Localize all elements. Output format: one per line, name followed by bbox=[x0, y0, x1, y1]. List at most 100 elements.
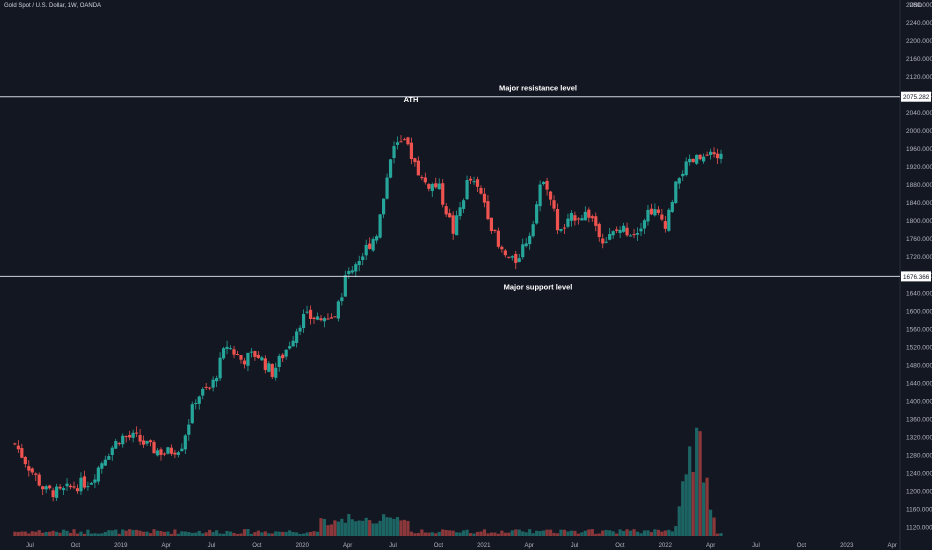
candle-body[interactable] bbox=[510, 256, 514, 258]
candle-body[interactable] bbox=[204, 386, 208, 388]
candle-body[interactable] bbox=[455, 215, 459, 236]
candle-body[interactable] bbox=[399, 141, 403, 143]
candle-body[interactable] bbox=[350, 270, 354, 273]
candle-body[interactable] bbox=[541, 181, 546, 184]
candle-body[interactable] bbox=[434, 183, 438, 188]
candle-body[interactable] bbox=[225, 346, 229, 349]
candle-body[interactable] bbox=[524, 243, 528, 247]
candle-body[interactable] bbox=[354, 264, 358, 272]
candle-body[interactable] bbox=[270, 364, 274, 377]
candle-body[interactable] bbox=[267, 363, 271, 372]
candle-body[interactable] bbox=[72, 486, 76, 488]
candle-body[interactable] bbox=[715, 153, 720, 159]
candle-body[interactable] bbox=[601, 238, 605, 244]
candle-body[interactable] bbox=[719, 153, 723, 159]
candle-body[interactable] bbox=[183, 435, 187, 450]
candle-body[interactable] bbox=[667, 209, 671, 231]
candle-body[interactable] bbox=[437, 183, 441, 190]
candle-body[interactable] bbox=[27, 466, 31, 471]
candle-body[interactable] bbox=[611, 231, 615, 236]
candle-body[interactable] bbox=[128, 435, 132, 438]
candle-body[interactable] bbox=[305, 311, 309, 313]
candle-body[interactable] bbox=[496, 230, 500, 247]
candle-body[interactable] bbox=[333, 316, 337, 318]
candle-body[interactable] bbox=[308, 309, 313, 319]
candle-body[interactable] bbox=[190, 404, 194, 424]
candle-body[interactable] bbox=[301, 313, 306, 329]
candle-body[interactable] bbox=[583, 211, 587, 221]
candle-body[interactable] bbox=[176, 452, 180, 455]
candle-body[interactable] bbox=[75, 488, 80, 492]
candle-body[interactable] bbox=[695, 154, 699, 164]
candle-body[interactable] bbox=[329, 317, 334, 319]
candle-body[interactable] bbox=[604, 241, 608, 243]
candle-body[interactable] bbox=[395, 142, 400, 145]
candle-body[interactable] bbox=[114, 441, 118, 449]
candle-body[interactable] bbox=[653, 209, 657, 216]
candle-body[interactable] bbox=[159, 449, 163, 455]
candle-body[interactable] bbox=[427, 184, 431, 189]
candle-body[interactable] bbox=[138, 435, 142, 442]
candle-body[interactable] bbox=[110, 447, 114, 456]
candle-body[interactable] bbox=[336, 301, 340, 319]
candle-body[interactable] bbox=[555, 208, 560, 231]
candle-body[interactable] bbox=[663, 221, 667, 229]
candle-body[interactable] bbox=[23, 457, 27, 465]
candle-body[interactable] bbox=[448, 213, 452, 218]
candle-body[interactable] bbox=[274, 367, 278, 378]
candle-body[interactable] bbox=[16, 445, 20, 450]
candle-body[interactable] bbox=[632, 234, 636, 236]
candle-body[interactable] bbox=[594, 216, 598, 226]
candle-body[interactable] bbox=[37, 474, 41, 486]
candle-body[interactable] bbox=[145, 440, 149, 444]
candle-body[interactable] bbox=[618, 229, 622, 234]
candle-body[interactable] bbox=[218, 357, 222, 379]
candle-body[interactable] bbox=[479, 187, 483, 194]
candle-body[interactable] bbox=[465, 180, 469, 200]
candle-body[interactable] bbox=[194, 403, 198, 405]
candle-body[interactable] bbox=[681, 173, 685, 177]
candle-body[interactable] bbox=[44, 486, 48, 490]
candle-body[interactable] bbox=[228, 348, 233, 350]
candle-body[interactable] bbox=[468, 178, 473, 181]
candle-body[interactable] bbox=[215, 378, 219, 382]
candle-body[interactable] bbox=[514, 253, 518, 263]
candle-body[interactable] bbox=[201, 388, 205, 396]
candle-body[interactable] bbox=[635, 232, 640, 235]
candle-body[interactable] bbox=[639, 228, 643, 232]
candle-body[interactable] bbox=[249, 351, 254, 353]
candle-body[interactable] bbox=[135, 432, 139, 434]
candle-body[interactable] bbox=[89, 482, 94, 485]
candle-body[interactable] bbox=[430, 183, 434, 192]
candle-body[interactable] bbox=[197, 396, 201, 404]
candle-body[interactable] bbox=[622, 225, 626, 232]
candle-body[interactable] bbox=[34, 473, 38, 475]
candle-body[interactable] bbox=[187, 424, 191, 435]
candle-body[interactable] bbox=[41, 486, 45, 490]
candle-body[interactable] bbox=[444, 206, 448, 215]
candle-body[interactable] bbox=[416, 160, 420, 176]
candle-body[interactable] bbox=[343, 275, 347, 297]
candle-body[interactable] bbox=[482, 193, 487, 203]
candle-body[interactable] bbox=[517, 258, 521, 262]
candle-body[interactable] bbox=[347, 271, 351, 275]
candle-body[interactable] bbox=[117, 443, 121, 445]
candle-body[interactable] bbox=[284, 349, 288, 357]
candle-body[interactable] bbox=[246, 352, 250, 366]
candle-body[interactable] bbox=[625, 227, 629, 236]
candle-body[interactable] bbox=[489, 217, 494, 232]
candle-body[interactable] bbox=[461, 200, 466, 209]
candle-body[interactable] bbox=[493, 229, 497, 231]
candle-body[interactable] bbox=[378, 214, 382, 238]
candle-body[interactable] bbox=[295, 331, 299, 343]
candle-body[interactable] bbox=[507, 256, 511, 258]
candle-body[interactable] bbox=[65, 483, 69, 487]
candle-body[interactable] bbox=[628, 235, 633, 237]
candle-body[interactable] bbox=[677, 178, 681, 184]
candle-body[interactable] bbox=[708, 151, 713, 155]
candle-body[interactable] bbox=[298, 327, 302, 332]
candle-body[interactable] bbox=[371, 238, 375, 251]
candle-body[interactable] bbox=[688, 158, 692, 163]
candle-body[interactable] bbox=[277, 355, 281, 368]
